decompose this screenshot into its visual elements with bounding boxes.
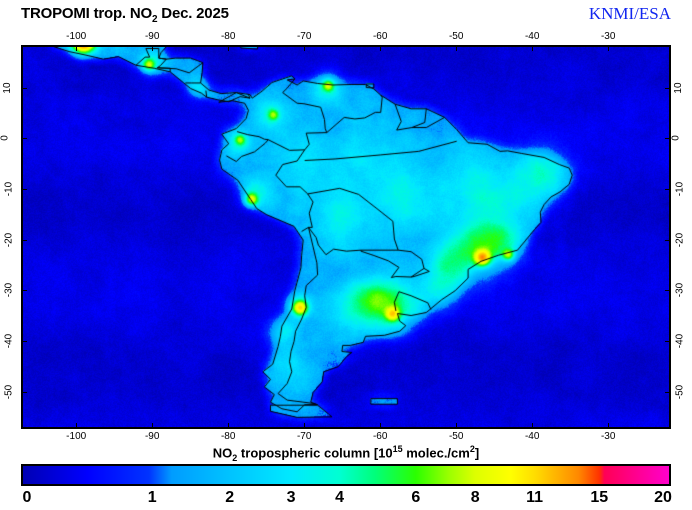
lon-label-bottom-6: -40 <box>524 431 540 442</box>
lon-label-top-1: -90 <box>144 31 160 42</box>
no2-heatmap-canvas <box>23 47 669 427</box>
lon-tick-top-0 <box>76 45 78 51</box>
colorbar-tick-4: 4 <box>335 489 344 506</box>
lat-label-left-1: 0 <box>0 135 11 141</box>
lat-tick-left-3 <box>21 239 27 241</box>
colorbar-tick-3: 3 <box>286 489 296 506</box>
map-plot-area <box>21 45 671 429</box>
lon-label-bottom-3: -70 <box>296 431 312 442</box>
lat-tick-right-6 <box>665 391 671 393</box>
lat-tick-left-5 <box>21 340 27 342</box>
lat-label-left-6: -50 <box>3 384 15 399</box>
lat-label-left-4: -30 <box>3 282 15 298</box>
lon-tick-bottom-0 <box>76 423 78 429</box>
lat-tick-left-2 <box>21 188 27 190</box>
colorbar-tick-0: 0 <box>22 489 32 506</box>
lon-tick-top-2 <box>228 45 230 51</box>
lon-tick-bottom-7 <box>608 423 610 429</box>
title-main: TROPOMI trop. NO <box>21 5 152 22</box>
lon-tick-bottom-4 <box>380 423 382 429</box>
cbar-title-pre: NO <box>212 445 233 461</box>
colorbar-tick-15: 15 <box>590 489 609 506</box>
colorbar-title: NO2 tropospheric column [1015 molec./cm2… <box>213 444 479 463</box>
lat-tick-left-6 <box>21 391 27 393</box>
lat-label-right-5: -40 <box>674 333 686 349</box>
lat-label-right-6: -50 <box>674 384 686 399</box>
colorbar-tick-2: 2 <box>225 489 235 506</box>
colorbar-tick-11: 11 <box>526 489 544 506</box>
lon-tick-top-3 <box>304 45 306 51</box>
lat-label-right-0: 10 <box>673 81 685 94</box>
lon-label-bottom-7: -30 <box>600 431 616 442</box>
lat-label-left-0: 10 <box>2 81 14 94</box>
colorbar-tick-1: 1 <box>147 489 157 506</box>
lat-label-right-3: -20 <box>674 232 686 247</box>
cbar-title-post: molec./cm <box>402 445 470 461</box>
lon-tick-top-7 <box>608 45 610 51</box>
colorbar-gradient <box>23 466 669 484</box>
cbar-title-sub: 2 <box>232 452 238 463</box>
colorbar-tick-8: 8 <box>470 489 480 506</box>
lon-tick-top-6 <box>532 45 534 51</box>
colorbar-tick-20: 20 <box>654 489 672 506</box>
page-title: TROPOMI trop. NO2 Dec. 2025 <box>21 5 229 25</box>
lon-label-bottom-2: -80 <box>220 431 236 442</box>
lat-tick-right-3 <box>665 239 671 241</box>
lon-label-top-7: -30 <box>600 31 616 42</box>
colorbar <box>21 464 671 486</box>
lat-label-left-5: -40 <box>3 333 15 349</box>
lat-tick-left-0 <box>21 87 27 89</box>
lon-label-top-2: -80 <box>220 31 236 42</box>
lon-label-top-6: -40 <box>524 31 540 42</box>
lon-label-bottom-5: -50 <box>448 431 464 442</box>
lon-label-top-5: -50 <box>448 31 464 42</box>
cbar-title-end: ] <box>474 445 480 461</box>
lat-tick-right-1 <box>665 138 671 140</box>
title-tail: Dec. 2025 <box>157 5 229 22</box>
lat-tick-right-4 <box>665 290 671 292</box>
lon-tick-top-1 <box>152 45 154 51</box>
lon-tick-top-5 <box>456 45 458 51</box>
lon-label-bottom-0: -100 <box>66 431 87 442</box>
title-subscript: 2 <box>151 14 158 25</box>
lat-label-right-1: 0 <box>670 135 682 141</box>
lat-label-right-4: -30 <box>674 282 686 298</box>
lon-label-top-3: -70 <box>296 31 312 42</box>
lat-tick-left-4 <box>21 290 27 292</box>
lon-label-top-0: -100 <box>66 31 87 42</box>
cbar-title-sup: 15 <box>392 444 403 454</box>
credit-knmi-esa: KNMI/ESA <box>588 4 671 23</box>
cbar-title-mid: tropospheric column [10 <box>237 445 393 461</box>
lat-label-left-3: -20 <box>3 232 15 247</box>
lon-tick-bottom-6 <box>532 423 534 429</box>
lat-label-left-2: -10 <box>3 181 15 197</box>
lon-tick-bottom-2 <box>228 423 230 429</box>
lat-tick-right-0 <box>665 87 671 89</box>
lat-label-right-2: -10 <box>674 181 686 197</box>
lon-tick-top-4 <box>380 45 382 51</box>
lon-label-top-4: -60 <box>372 31 388 42</box>
cbar-title-sup2: 2 <box>469 444 475 454</box>
colorbar-tick-6: 6 <box>411 489 421 506</box>
lon-tick-bottom-1 <box>152 423 154 429</box>
lon-label-bottom-1: -90 <box>144 431 160 442</box>
lon-tick-bottom-5 <box>456 423 458 429</box>
lon-label-bottom-4: -60 <box>372 431 388 442</box>
lat-tick-right-2 <box>665 188 671 190</box>
lat-tick-left-1 <box>21 138 27 140</box>
lat-tick-right-5 <box>665 340 671 342</box>
lon-tick-bottom-3 <box>304 423 306 429</box>
